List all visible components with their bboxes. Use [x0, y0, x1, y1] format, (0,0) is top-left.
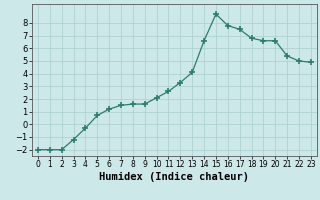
X-axis label: Humidex (Indice chaleur): Humidex (Indice chaleur) [100, 172, 249, 182]
